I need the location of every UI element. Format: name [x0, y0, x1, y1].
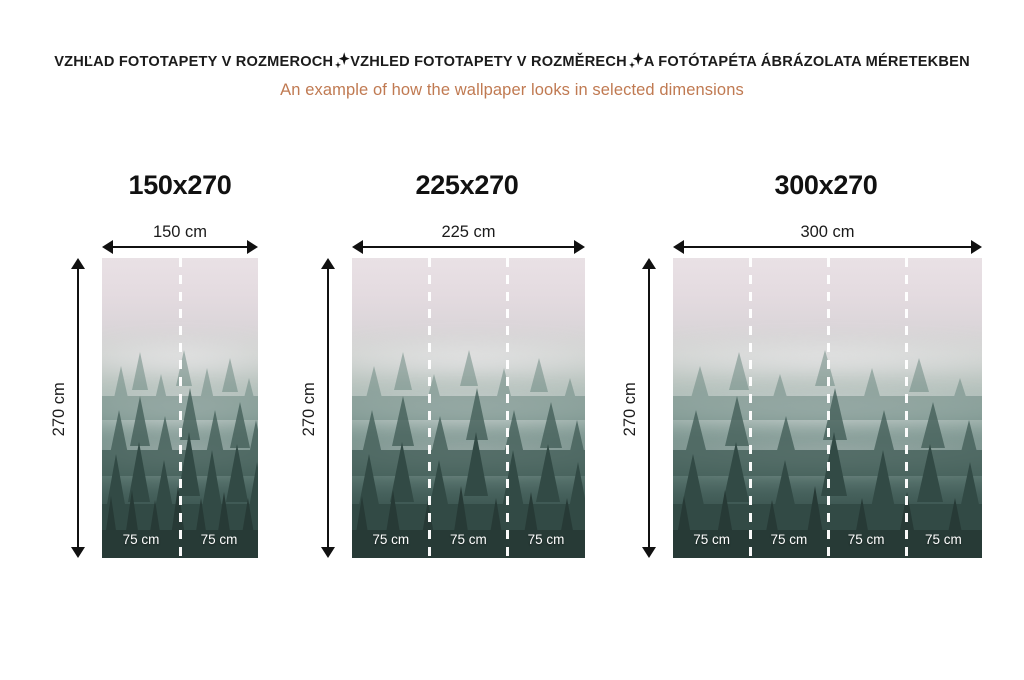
- arrow-head-right: [247, 240, 258, 254]
- arrow-head-right: [971, 240, 982, 254]
- arrow-bar: [648, 265, 650, 551]
- height-dimension-arrow: [642, 258, 656, 558]
- arrow-head-down: [321, 547, 335, 558]
- strip-label: 75 cm: [924, 531, 962, 547]
- page-title: VZHĽAD FOTOTAPETY V ROZMEROCH VZHLED FOT…: [0, 52, 1024, 72]
- strip-label: 75 cm: [122, 531, 160, 547]
- strip-seam: [749, 258, 752, 558]
- strip-seam: [178, 258, 182, 558]
- strip-seam: [826, 258, 830, 558]
- panel-title: 150x270: [128, 170, 232, 200]
- arrow-head-left: [673, 240, 684, 254]
- arrow-head-down: [71, 547, 85, 558]
- arrow-bar: [77, 265, 79, 551]
- arrow-head-up: [71, 258, 85, 269]
- wallpaper-preview-225x270[interactable]: 75 cm 75 cm 75 cm: [352, 258, 585, 558]
- arrow-head-up: [642, 258, 656, 269]
- panel-width-label: 300 cm: [800, 223, 855, 241]
- arrow-bar: [680, 246, 975, 248]
- arrow-bar: [359, 246, 578, 248]
- strip-label: 75 cm: [527, 531, 565, 547]
- panel-height-label: 270 cm: [49, 382, 68, 437]
- strip-seam: [904, 258, 908, 558]
- height-dimension-arrow: [71, 258, 85, 558]
- arrow-head-left: [352, 240, 363, 254]
- arrow-head-left: [102, 240, 113, 254]
- title-segment-cz: VZHLED FOTOTAPETY V ROZMĚRECH: [350, 53, 627, 70]
- width-dimension-arrow: [102, 240, 258, 254]
- wallpaper-preview-300x270[interactable]: 75 cm 75 cm 75 cm 75 cm: [673, 258, 982, 558]
- size-panel-150x270: 150x270 150 cm 270 cm: [40, 172, 276, 572]
- panel-height-label: 270 cm: [620, 382, 639, 437]
- tree-silhouettes: [352, 258, 585, 558]
- title-segment-hu: A FOTÓTAPÉTA ÁBRÁZOLATA MÉRETEKBEN: [643, 53, 970, 70]
- panel-width-label: 225 cm: [441, 223, 496, 241]
- strip-label: 75 cm: [847, 531, 885, 547]
- strip-label: 75 cm: [200, 531, 238, 547]
- page-subtitle: An example of how the wallpaper looks in…: [280, 81, 744, 99]
- arrow-bar: [109, 246, 251, 248]
- arrow-bar: [327, 265, 329, 551]
- panel-title: 300x270: [774, 170, 878, 200]
- strip-label: 75 cm: [770, 531, 808, 547]
- title-segment-sk: VZHĽAD FOTOTAPETY V ROZMEROCH: [54, 53, 334, 70]
- sparkle-icon: [333, 51, 350, 71]
- arrow-head-right: [574, 240, 585, 254]
- height-dimension-arrow: [321, 258, 335, 558]
- size-panel-300x270: 300x270 300 cm 270 cm: [611, 172, 997, 572]
- sparkle-icon: [627, 51, 644, 71]
- strip-seam: [428, 258, 432, 558]
- forest-artwork: [352, 258, 585, 558]
- panel-width-label: 150 cm: [152, 223, 208, 241]
- strip-label: 75 cm: [372, 531, 410, 547]
- strip-label: 75 cm: [693, 531, 730, 547]
- arrow-head-down: [642, 547, 656, 558]
- wallpaper-preview-150x270[interactable]: 75 cm 75 cm: [102, 258, 258, 558]
- width-dimension-arrow: [352, 240, 585, 254]
- arrow-head-up: [321, 258, 335, 269]
- width-dimension-arrow: [673, 240, 982, 254]
- size-panel-225x270: 225x270 225 cm 270 cm: [290, 172, 600, 572]
- panel-height-label: 270 cm: [299, 382, 318, 437]
- strip-label: 75 cm: [450, 531, 487, 547]
- strip-seam: [506, 258, 510, 558]
- panel-title: 225x270: [415, 170, 519, 200]
